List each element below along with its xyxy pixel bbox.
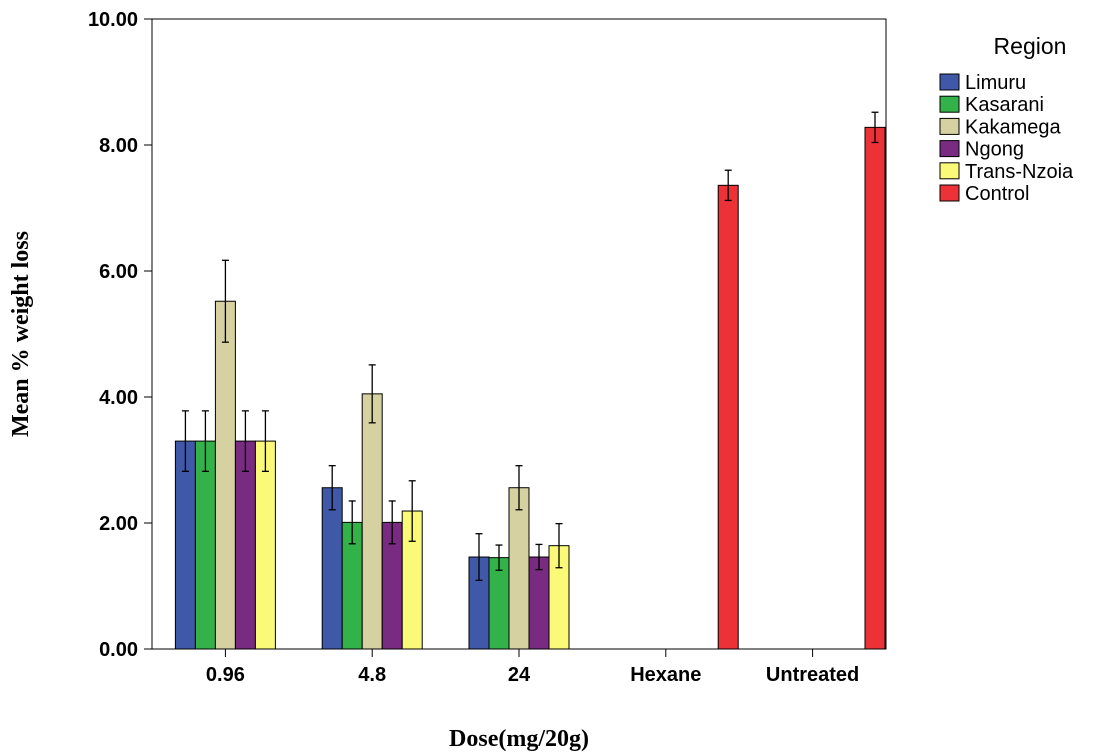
- bar-limuru: [321, 487, 343, 650]
- bar-kasarani: [488, 557, 510, 650]
- x-tick-label: Untreated: [766, 664, 859, 686]
- x-tick-label: 0.96: [206, 664, 245, 686]
- bar-control: [717, 184, 739, 650]
- x-axis: 0.96 4.8 24 Hexane Untreated: [206, 649, 859, 686]
- legend-swatch: [939, 140, 960, 158]
- bars-layer: [174, 111, 886, 650]
- bar-ngong: [234, 440, 256, 650]
- bar-kakamega: [214, 300, 236, 650]
- legend-label: Limuru: [965, 72, 1026, 94]
- legend-label: Control: [965, 183, 1029, 205]
- y-tick-label: 0.00: [99, 639, 138, 661]
- legend-label: Kakamega: [965, 116, 1061, 138]
- legend-label: Trans-Nzoia: [965, 161, 1074, 183]
- bar-kakamega: [508, 487, 530, 650]
- legend-swatch: [939, 117, 960, 135]
- x-axis-title: Dose(mg/20g): [449, 726, 589, 752]
- legend-swatch: [939, 73, 960, 91]
- y-tick-label: 2.00: [99, 513, 138, 535]
- y-tick-label: 6.00: [99, 261, 138, 283]
- y-tick-label: 10.00: [88, 9, 138, 31]
- legend-label: Kasarani: [965, 94, 1044, 116]
- legend-swatch: [939, 95, 960, 113]
- bar-kakamega: [361, 393, 383, 650]
- bar-limuru: [174, 440, 196, 650]
- y-tick-label: 4.00: [99, 387, 138, 409]
- x-tick-label: 24: [508, 664, 531, 686]
- bar-kasarani: [194, 440, 216, 650]
- legend-swatch: [939, 184, 960, 202]
- bar-ngong: [528, 556, 550, 650]
- legend: Region LimuruKasaraniKakamegaNgongTrans-…: [939, 33, 1074, 205]
- legend-label: Ngong: [965, 139, 1024, 161]
- bar-trans-nzoia: [254, 440, 276, 650]
- y-tick-label: 8.00: [99, 135, 138, 157]
- y-axis-title: Mean % weight loss: [8, 231, 34, 437]
- legend-title: Region: [994, 33, 1067, 59]
- y-axis: 0.00 2.00 4.00 6.00 8.00 10.00: [88, 9, 152, 661]
- bar-control: [864, 126, 886, 650]
- legend-swatch: [939, 162, 960, 180]
- x-tick-label: Hexane: [630, 664, 701, 686]
- x-tick-label: 4.8: [358, 664, 386, 686]
